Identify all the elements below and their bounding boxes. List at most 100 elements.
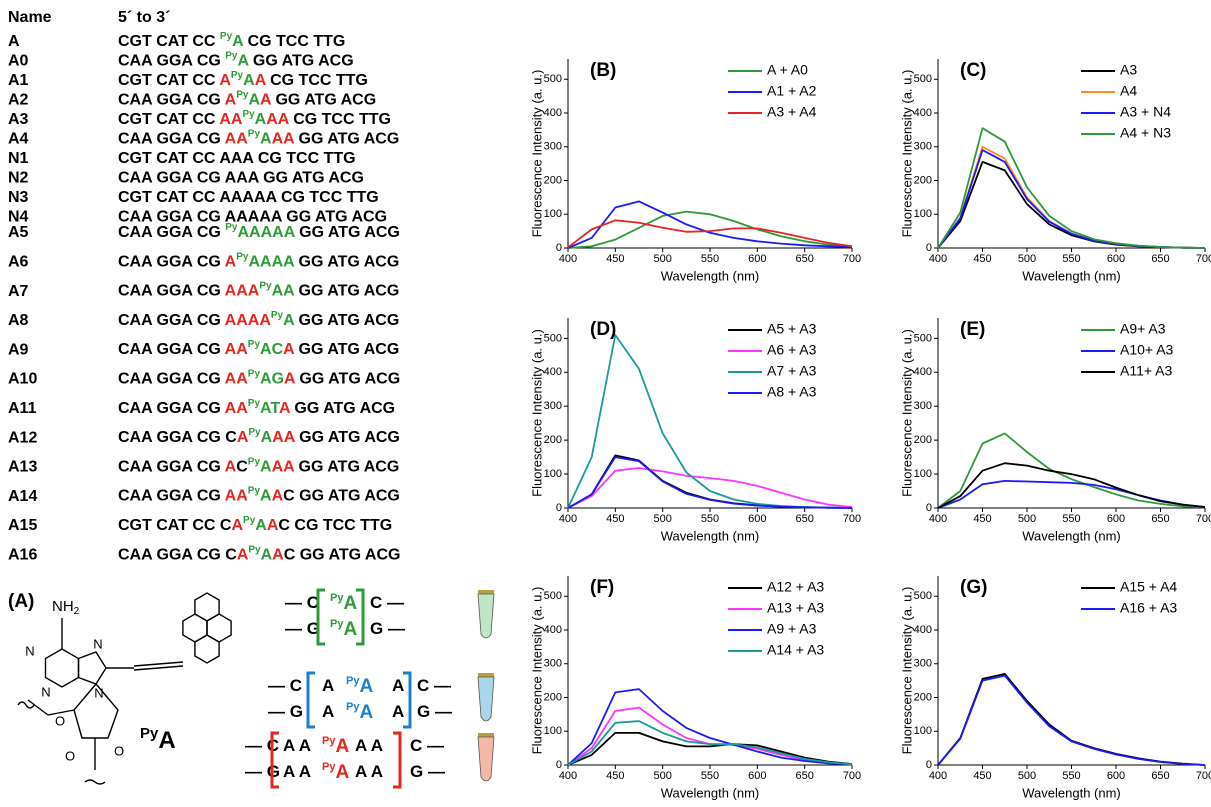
sequence: CAA GGA CG PyA GG ATG ACG [118, 50, 354, 70]
superscript: Py [346, 675, 360, 687]
segment: GG ATG ACG [248, 53, 353, 70]
legend-label: A10+ A3 [1120, 342, 1174, 358]
series-line [567, 219, 853, 249]
legend-label: A13 + A3 [767, 600, 824, 616]
amine-subscript: 2 [74, 606, 80, 617]
segment: AA [225, 400, 249, 417]
x-tick-label: 700 [843, 770, 861, 782]
sequence-name: A9 [8, 341, 29, 358]
y-tick-label: 100 [544, 208, 562, 220]
triple-bond [133, 665, 184, 671]
y-tick-label: 0 [926, 502, 932, 514]
segment: AAAA [225, 312, 272, 329]
x-tick-label: 600 [748, 770, 766, 782]
superscript: Py [236, 89, 249, 100]
duplex-text: — C [268, 676, 302, 695]
y-tick-label: 200 [544, 691, 562, 703]
x-tick-label: 600 [748, 253, 766, 265]
series-line [567, 210, 853, 249]
sequence-name: A [8, 33, 20, 50]
segment: AA [272, 429, 296, 446]
y-tick-label: 0 [926, 759, 932, 771]
sequence: CAA GGA CG ACPyAAA GG ATG ACG [118, 456, 399, 476]
x-tick-label: 450 [606, 770, 624, 782]
superscript: Py [225, 222, 238, 233]
series-line [567, 732, 853, 766]
wavy-bond [17, 701, 35, 709]
segment: CG TCC TTG [266, 72, 368, 89]
superscript: Py [236, 251, 249, 262]
segment: CGT CAT CC [118, 33, 220, 50]
sequence-name: A14 [8, 488, 37, 505]
tube-cap [478, 590, 494, 594]
x-tick-label: 500 [653, 770, 671, 782]
sequence-name: A2 [8, 92, 29, 109]
segment: A [261, 429, 273, 446]
segment: CAA GGA CG [118, 371, 225, 388]
segment: CAA GGA CG [118, 131, 225, 148]
table-header: 5´ to 3´ [118, 9, 170, 26]
panel-label: (G) [960, 577, 987, 598]
segment: AC [260, 341, 284, 358]
superscript: Py [271, 310, 284, 321]
sequence: CAA GGA CG AAAAA GG ATG ACG [118, 209, 387, 226]
compound-name: A [158, 727, 175, 754]
y-tick-label: 500 [914, 590, 932, 602]
superscript: Py [248, 397, 261, 408]
x-tick-label: 600 [1107, 513, 1125, 525]
series-line [937, 462, 1206, 509]
y-tick-label: 100 [914, 468, 932, 480]
superscript: Py [220, 31, 233, 42]
y-tick-label: 500 [544, 73, 562, 85]
segment: — C [285, 593, 319, 612]
y-tick-label: 0 [556, 759, 562, 771]
segment: A [267, 517, 279, 534]
x-tick-label: 650 [1151, 253, 1169, 265]
segment: CGT CAT CC C [118, 517, 232, 534]
duplex-text: A [322, 676, 334, 695]
superscript: Py [248, 368, 261, 379]
segment: CAA GGA CG C [118, 547, 237, 564]
segment: A [322, 702, 334, 721]
segment: A [335, 736, 349, 757]
y-tick-label: 400 [544, 624, 562, 636]
superscript: Py [248, 128, 261, 139]
x-axis-label: Wavelength (nm) [1022, 528, 1121, 543]
legend-label: A9+ A3 [1120, 321, 1166, 337]
segment: A [255, 517, 267, 534]
duplex-text: PyA [346, 701, 373, 723]
segment: AA [272, 283, 296, 300]
segment: AG [260, 371, 284, 388]
legend-label: A3 + N4 [1120, 104, 1171, 120]
segment: AA [225, 371, 249, 388]
segment: CAA GGA CG [118, 312, 225, 329]
duplex-text: PyA [322, 761, 349, 783]
x-tick-label: 400 [929, 513, 947, 525]
x-tick-label: 400 [929, 253, 947, 265]
bond [47, 709, 75, 716]
x-tick-label: 450 [973, 513, 991, 525]
amine-text: NH [52, 598, 74, 615]
atom: O [65, 748, 75, 763]
segment: A [260, 92, 272, 109]
segment: A [322, 676, 334, 695]
duplex-text: G — [417, 702, 452, 721]
duplex-text: — C [285, 593, 319, 612]
panel-label: (C) [960, 60, 986, 81]
superscript: Py [330, 618, 344, 630]
x-tick-label: 450 [606, 253, 624, 265]
segment: A [343, 593, 357, 614]
y-tick-label: 300 [544, 141, 562, 153]
bracket [270, 731, 279, 789]
sequence: CAA GGA CG AAPyAAC GG ATG ACG [118, 485, 400, 505]
sequence: CAA GGA CG APyAA GG ATG ACG [118, 89, 376, 109]
y-axis-label: Fluorescence Intensity (a. u.) [529, 329, 544, 497]
x-axis-label: Wavelength (nm) [1022, 785, 1121, 800]
x-tick-label: 550 [701, 770, 719, 782]
segment: GG ATG ACG [294, 283, 399, 300]
superscript: Py [231, 70, 244, 81]
x-tick-label: 600 [1107, 770, 1125, 782]
legend-label: A7 + A3 [767, 363, 817, 379]
duplex-text: G — [410, 762, 445, 781]
series-line [937, 149, 1206, 249]
